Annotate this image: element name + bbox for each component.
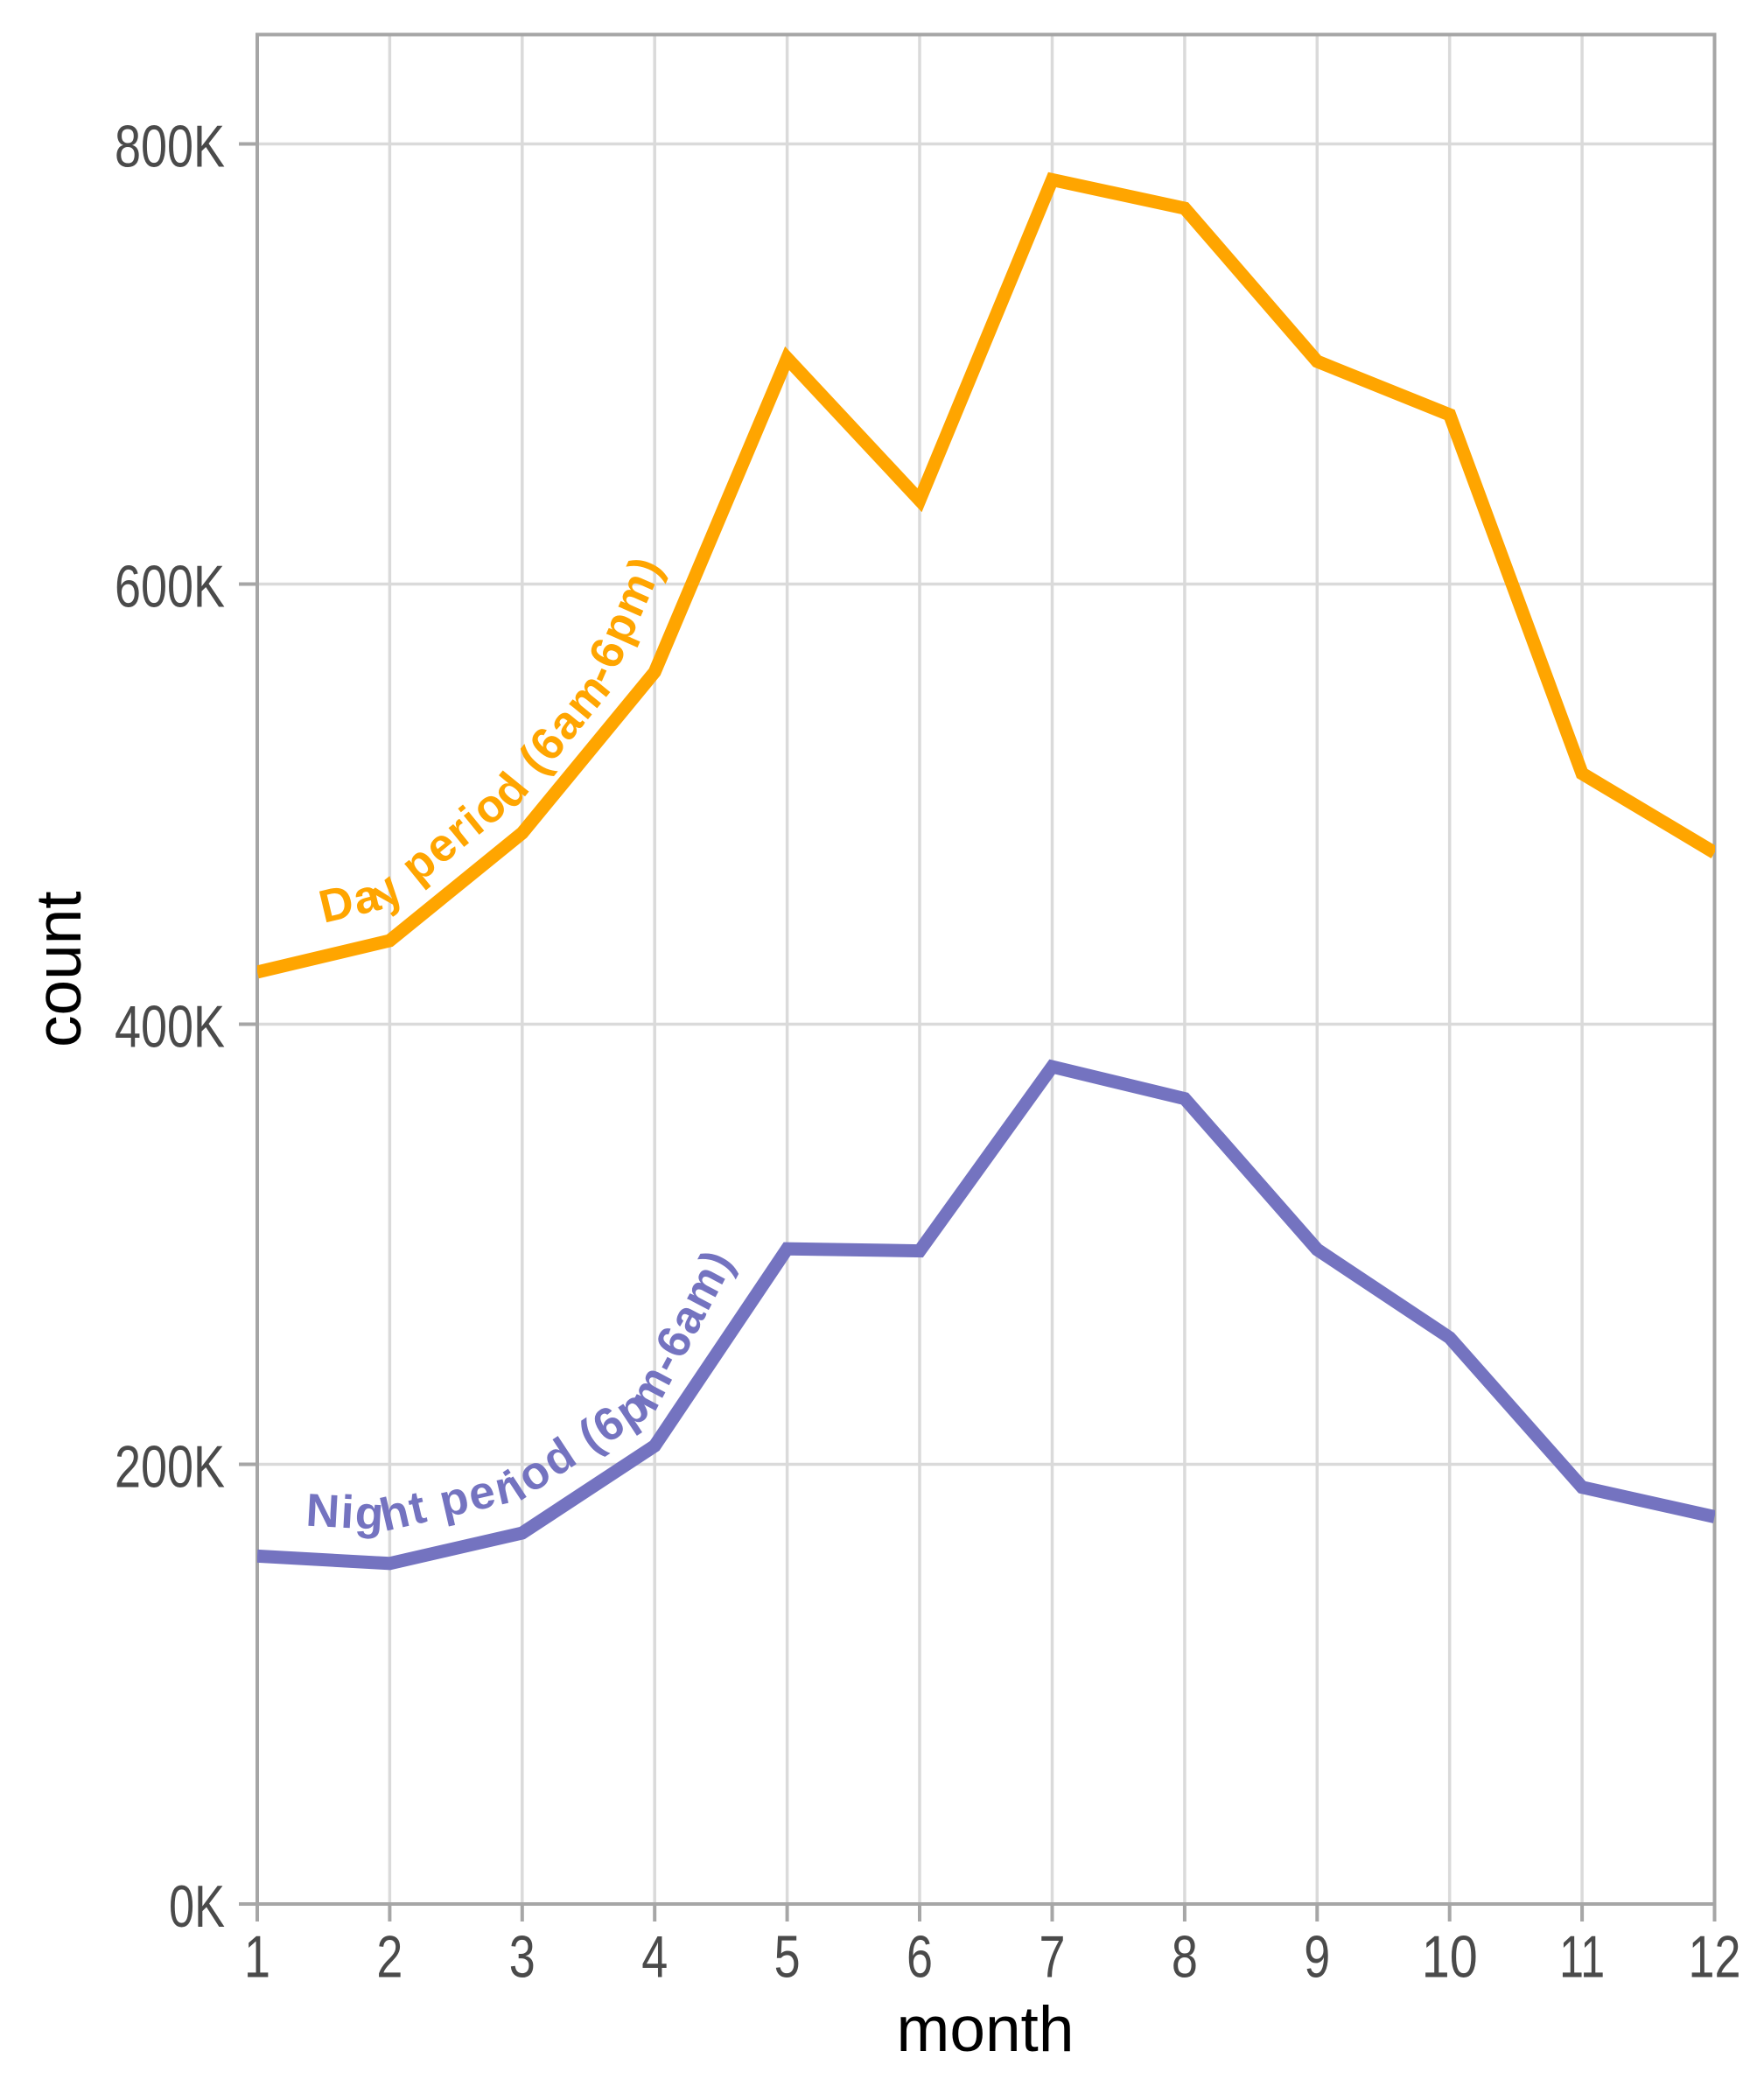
svg-text:count: count: [24, 891, 94, 1047]
svg-text:4: 4: [641, 1924, 668, 1991]
svg-text:1: 1: [244, 1924, 270, 1991]
svg-text:9: 9: [1304, 1924, 1330, 1991]
svg-text:0K: 0K: [169, 1873, 225, 1940]
svg-text:12: 12: [1689, 1924, 1741, 1991]
svg-text:8: 8: [1172, 1924, 1198, 1991]
svg-text:10: 10: [1422, 1924, 1478, 1991]
svg-text:11: 11: [1559, 1924, 1605, 1991]
svg-text:200K: 200K: [115, 1434, 225, 1501]
svg-text:7: 7: [1040, 1924, 1066, 1991]
svg-text:2: 2: [376, 1924, 402, 1991]
svg-text:800K: 800K: [115, 114, 225, 180]
svg-text:600K: 600K: [115, 554, 225, 620]
svg-text:6: 6: [906, 1924, 933, 1991]
svg-text:5: 5: [774, 1924, 801, 1991]
svg-text:month: month: [897, 1994, 1074, 2065]
svg-text:400K: 400K: [115, 994, 225, 1060]
svg-text:3: 3: [509, 1924, 536, 1991]
